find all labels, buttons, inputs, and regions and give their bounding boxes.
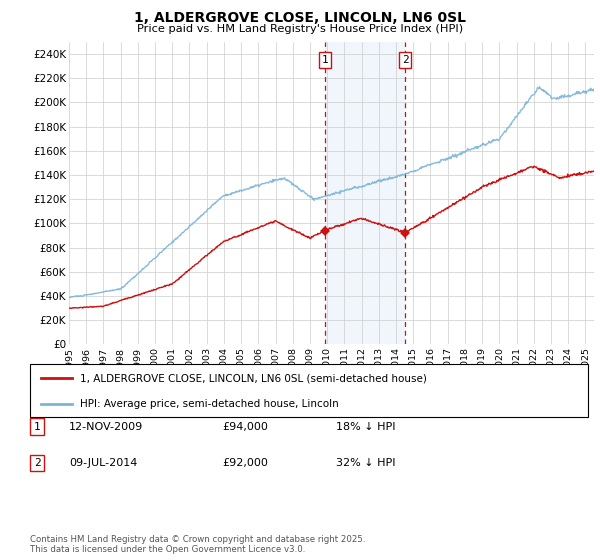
Text: HPI: Average price, semi-detached house, Lincoln: HPI: Average price, semi-detached house,… xyxy=(80,399,339,409)
Text: 1: 1 xyxy=(34,422,41,432)
Text: 2: 2 xyxy=(402,55,409,65)
Text: 1, ALDERGROVE CLOSE, LINCOLN, LN6 0SL (semi-detached house): 1, ALDERGROVE CLOSE, LINCOLN, LN6 0SL (s… xyxy=(80,374,427,384)
FancyBboxPatch shape xyxy=(30,364,588,417)
Text: 1: 1 xyxy=(322,55,328,65)
Text: £94,000: £94,000 xyxy=(222,422,268,432)
Bar xyxy=(325,42,405,344)
Text: 1, ALDERGROVE CLOSE, LINCOLN, LN6 0SL: 1, ALDERGROVE CLOSE, LINCOLN, LN6 0SL xyxy=(134,11,466,25)
Text: Contains HM Land Registry data © Crown copyright and database right 2025.
This d: Contains HM Land Registry data © Crown c… xyxy=(30,535,365,554)
Text: 18% ↓ HPI: 18% ↓ HPI xyxy=(336,422,395,432)
Text: 12-NOV-2009: 12-NOV-2009 xyxy=(69,422,143,432)
Text: £92,000: £92,000 xyxy=(222,458,268,468)
Text: 2: 2 xyxy=(34,458,41,468)
Text: Price paid vs. HM Land Registry's House Price Index (HPI): Price paid vs. HM Land Registry's House … xyxy=(137,24,463,34)
Text: 32% ↓ HPI: 32% ↓ HPI xyxy=(336,458,395,468)
Text: 09-JUL-2014: 09-JUL-2014 xyxy=(69,458,137,468)
